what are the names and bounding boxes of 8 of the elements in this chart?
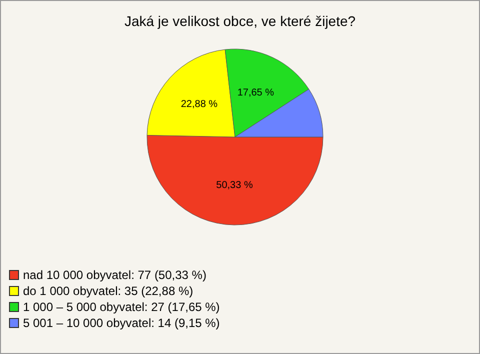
legend-label: nad 10 000 obyvatel: 77 (50,33 %) [23, 267, 206, 283]
chart-title: Jaká je velikost obce, ve které žijete? [123, 13, 357, 29]
legend-label: 5 001 – 10 000 obyvatel: 14 (9,15 %) [23, 315, 220, 331]
data-label: 17,65 % [237, 88, 274, 99]
data-label: 50,33 % [216, 180, 253, 191]
data-label: 22,88 % [180, 98, 218, 110]
legend-label: 1 000 – 5 000 obyvatel: 27 (17,65 %) [23, 299, 220, 315]
legend-label: do 1 000 obyvatel: 35 (22,88 %) [23, 283, 194, 299]
